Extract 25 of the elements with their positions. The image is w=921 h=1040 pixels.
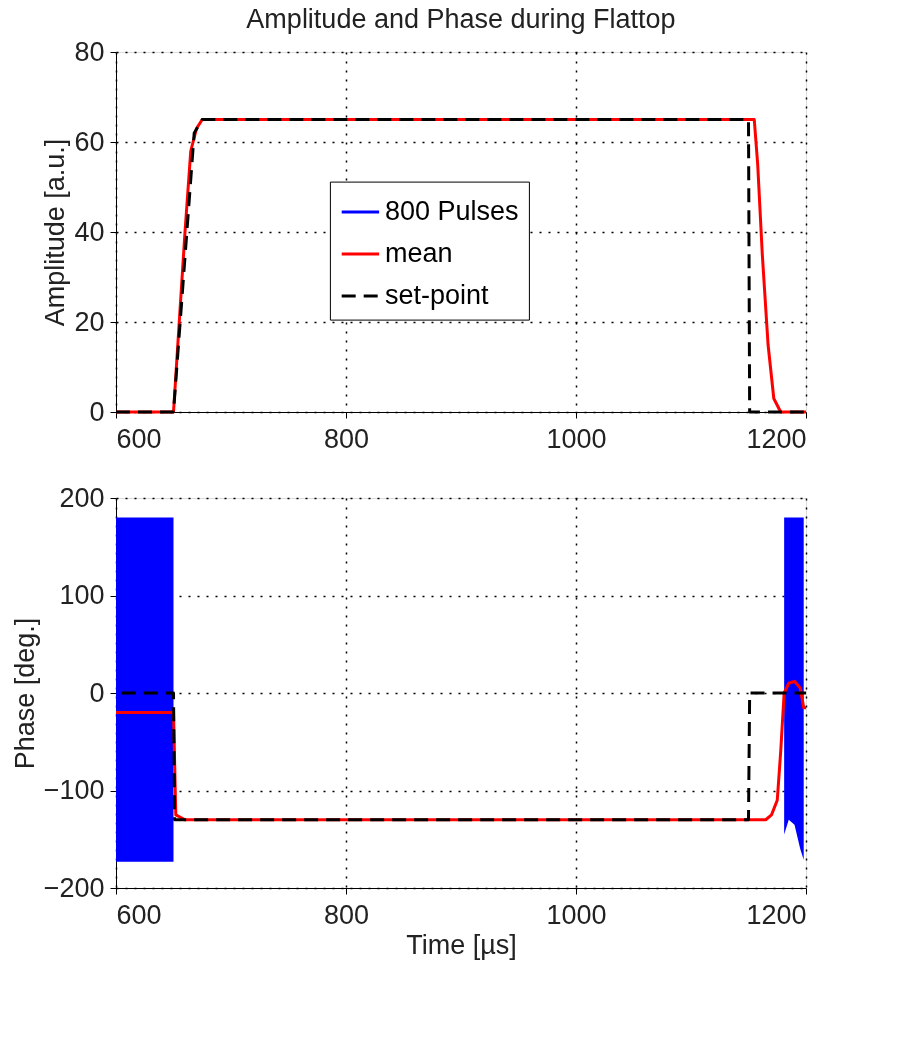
x-tick-label: 600 [116,423,162,454]
y-tick-label: 200 [59,482,105,513]
legend-label: mean [384,238,453,269]
y-axis-title: Phase [deg.] [9,617,40,770]
legend-label: set-point [384,280,489,311]
y-tick-label: 20 [74,306,105,337]
x-tick-label: 600 [116,899,162,930]
y-tick-label: 0 [89,396,105,427]
y-tick-label: −100 [43,775,105,805]
y-axis-title: Amplitude [a.u.] [40,138,71,327]
y-tick-label: 100 [59,580,105,610]
x-tick-label: 1000 [546,423,607,454]
x-axis-title: Time [µs] [406,929,517,960]
chart-title: Amplitude and Phase during Flattop [246,4,676,34]
x-tick-label: 1000 [546,899,607,930]
legend-label: 800 Pulses [384,196,519,227]
y-tick-label: 80 [74,36,105,67]
y-tick-label: 40 [74,216,105,247]
y-tick-label: 60 [74,126,105,157]
x-tick-label: 1200 [746,423,807,454]
y-tick-label: 0 [89,677,105,708]
y-tick-label: −200 [43,872,105,903]
x-tick-label: 800 [323,899,370,930]
x-tick-label: 1200 [746,899,807,930]
x-tick-label: 800 [323,423,370,454]
